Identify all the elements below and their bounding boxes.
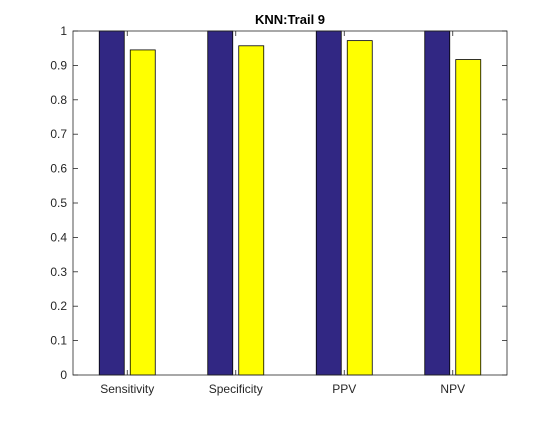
bar-specificity-series-2 <box>238 45 265 376</box>
x-tick-label-specificity: Specificity <box>209 382 263 396</box>
bar-npv-series-2 <box>455 59 482 376</box>
y-tick-label: 0.7 <box>50 127 67 141</box>
y-tick-label: 0.1 <box>50 334 67 348</box>
bar-specificity-series-1 <box>207 30 234 376</box>
x-tick-label-sensitivity: Sensitivity <box>100 382 154 396</box>
y-tick-label: 0 <box>60 368 67 382</box>
x-tick-label-ppv: PPV <box>332 382 356 396</box>
chart-title: KNN:Trail 9 <box>255 12 325 27</box>
bar-npv-series-1 <box>424 30 451 376</box>
bar-ppv-series-1 <box>315 30 342 376</box>
y-tick-label: 0.3 <box>50 265 67 279</box>
y-tick-label: 1 <box>60 24 67 38</box>
axes-group: 0 0.1 0.2 0.3 0.4 0.5 0.6 0.7 0.8 0.9 1 Sensitivity… <box>50 24 508 396</box>
bar-ppv-series-2 <box>346 40 373 376</box>
bar-sensitivity-series-2 <box>129 49 156 376</box>
y-tick-label: 0.5 <box>50 196 67 210</box>
bar-sensitivity-series-1 <box>98 30 125 376</box>
bars-group <box>98 30 482 376</box>
y-tick-label: 0.9 <box>50 58 67 72</box>
x-tick-label-npv: NPV <box>440 382 465 396</box>
y-tick-label: 0.8 <box>50 93 67 107</box>
y-tick-label: 0.4 <box>50 230 67 244</box>
y-tick-label: 0.6 <box>50 162 67 176</box>
y-tick-label: 0.2 <box>50 299 67 313</box>
